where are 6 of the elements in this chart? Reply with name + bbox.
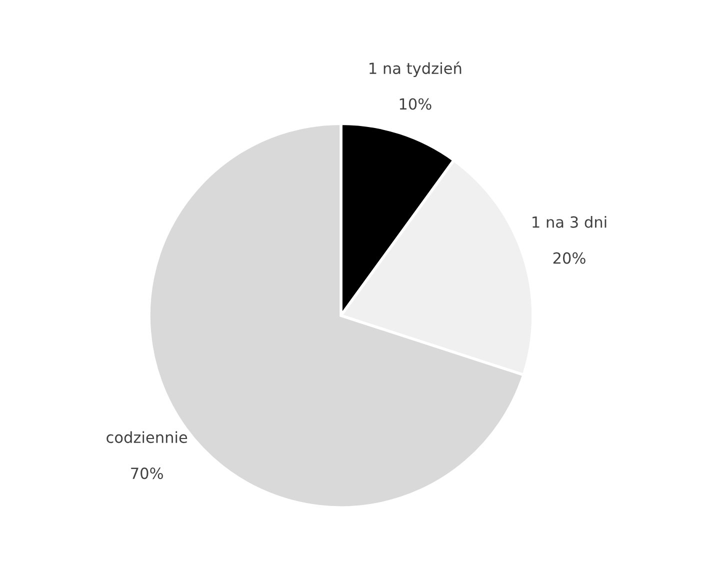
data-label: 70% (131, 468, 163, 480)
slice-label: 1 na 3 dni (532, 216, 606, 228)
data-label: 10% (400, 98, 432, 110)
slice-label: 1 na tydzień (370, 62, 462, 78)
slice-label: codziennie (106, 431, 188, 444)
data-label: 20% (553, 252, 586, 264)
